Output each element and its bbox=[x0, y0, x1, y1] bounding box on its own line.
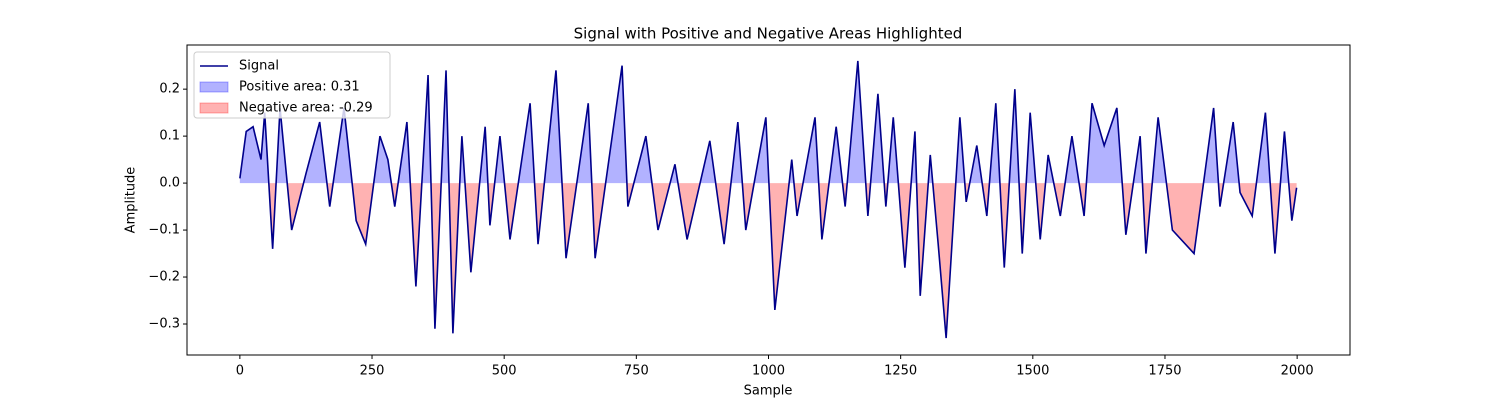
x-tick-label: 500 bbox=[492, 364, 517, 379]
y-tick-label: −0.1 bbox=[148, 223, 180, 238]
x-tick-label: 1500 bbox=[1016, 364, 1049, 379]
negative-area bbox=[239, 183, 1297, 339]
legend-label: Positive area: 0.31 bbox=[239, 80, 360, 95]
y-tick-label: 0.0 bbox=[159, 176, 180, 191]
x-tick-label: 1250 bbox=[884, 364, 917, 379]
x-tick-label: 0 bbox=[236, 364, 244, 379]
legend-swatch bbox=[199, 81, 229, 93]
positive-area bbox=[239, 60, 1297, 184]
legend-box bbox=[193, 51, 391, 119]
x-tick-label: 2000 bbox=[1281, 364, 1314, 379]
legend-label: Negative area: -0.29 bbox=[239, 101, 373, 116]
x-tick-label: 250 bbox=[360, 364, 385, 379]
x-axis-label: Sample bbox=[744, 384, 793, 399]
y-axis-label: Amplitude bbox=[124, 167, 139, 234]
y-tick-label: 0.1 bbox=[159, 129, 180, 144]
signal-line bbox=[239, 60, 1298, 339]
chart-title: Signal with Positive and Negative Areas … bbox=[574, 25, 963, 43]
plot-frame bbox=[186, 44, 1351, 356]
x-tick-label: 1000 bbox=[752, 364, 785, 379]
y-tick-label: −0.3 bbox=[148, 317, 180, 332]
x-tick-label: 1750 bbox=[1148, 364, 1181, 379]
legend-label: Signal bbox=[239, 59, 279, 74]
y-tick-label: 0.2 bbox=[159, 82, 180, 97]
x-tick-label: 750 bbox=[624, 364, 649, 379]
y-tick-label: −0.2 bbox=[148, 270, 180, 285]
legend-swatch bbox=[199, 102, 229, 114]
